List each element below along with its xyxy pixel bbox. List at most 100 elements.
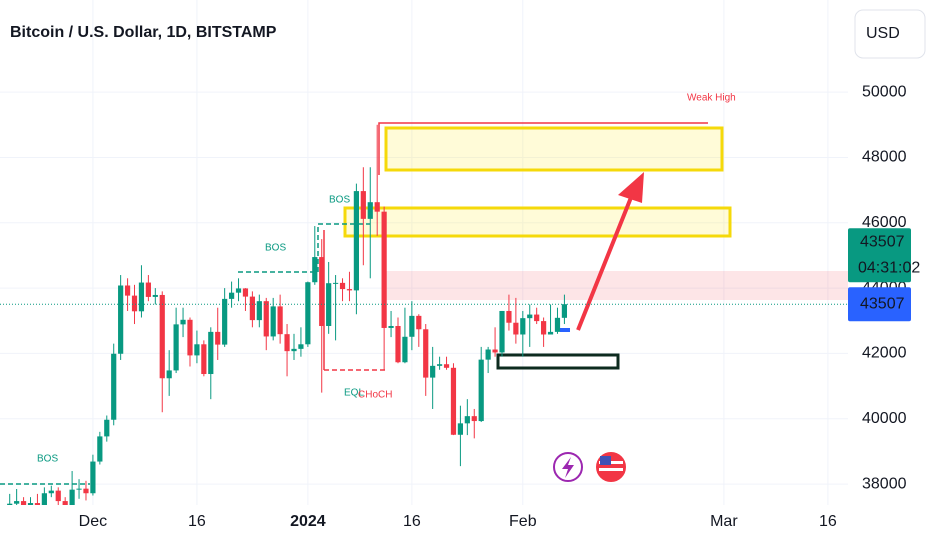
candle-body [554,317,561,332]
candle-body [222,298,228,345]
candle-body [166,370,172,379]
candle-body [152,294,158,297]
y-tick-label: 40000 [862,410,907,427]
candle-body [312,257,318,283]
candle-body [235,288,242,293]
candle-body [256,301,262,321]
candle-body [471,416,477,422]
candle-body [41,493,47,505]
candle-body [201,344,207,375]
candle-body [388,325,394,328]
candle-body [443,364,450,368]
candle-body [208,331,214,375]
bos-label: BOS [37,454,58,465]
order-block [343,206,732,238]
labels: 38000400004200044000460004800050000Dec16… [79,83,921,530]
currency-button[interactable] [854,9,926,59]
currency[interactable]: USD [866,25,900,42]
candle-body [7,503,13,505]
candle-body [270,306,276,337]
candle-body [485,349,491,360]
candle-body [381,211,387,328]
candle-body [249,296,255,321]
candles [0,124,848,532]
candle-body [124,285,131,296]
candle-body [242,288,249,297]
candle-body [111,353,117,420]
price-tag [848,228,911,283]
x-tick-label: Dec [79,513,107,530]
candle-body [457,423,464,435]
candle-body [173,324,179,371]
candle-body [561,304,568,318]
candle-body [118,285,124,354]
bos-line [317,223,370,272]
candle-body [430,365,436,378]
demand-box [496,353,620,370]
candle-body [90,461,96,494]
candle-body [180,319,186,325]
price-tag-value: 43507 [860,295,905,312]
candle-body [284,334,290,352]
weak-high-line [378,122,708,175]
candle-body [374,202,380,212]
candle-body [360,191,366,219]
candle-body [423,329,429,378]
candle-body [159,294,165,379]
supply-zone [384,271,848,300]
x-tick-label: Feb [509,513,537,530]
bos-label: BOS [265,243,286,254]
flag-canton [600,456,611,465]
candle-body [83,488,89,494]
event-icon-glyph [562,457,574,478]
candle-body [478,359,484,422]
candle-body [305,282,311,345]
candle-body [48,490,54,494]
candle-body [395,325,401,363]
candle-body [131,295,138,312]
candle-body [409,315,415,337]
price-tag-value: 43507 [860,233,905,250]
candle-body [187,319,193,356]
candle-body [437,364,443,366]
drawings [0,122,848,485]
candle-body [55,490,61,502]
candle-body [34,503,41,505]
flag-stripe [599,468,623,471]
candle-body [492,349,498,353]
candle-body [402,336,408,363]
candle-body [215,331,221,345]
candle-body [534,314,540,322]
x-tick-label: 2024 [290,513,326,530]
y-tick-label: 46000 [862,214,907,231]
x-tick-label: 16 [819,513,837,530]
order-block [384,126,724,172]
candle-body [263,301,269,337]
choch-label: CHoCH [358,390,392,401]
bos-label: BOS [329,195,350,206]
x-tick-label: Mar [710,513,738,530]
candle-body [27,503,34,505]
candle-body [450,367,457,435]
candle-body [326,283,332,326]
candle-body [104,419,110,437]
candle-body [513,322,519,335]
candle-body [332,282,339,284]
candle-body [0,530,5,532]
candle-body [277,306,283,335]
candle-body [97,436,103,462]
y-tick-label: 50000 [862,83,907,100]
candle-body [527,314,533,319]
x-tick-label: 16 [403,513,421,530]
candle-body [76,488,82,490]
candle-body [541,321,547,335]
candle-body [499,310,505,353]
grid [0,0,848,505]
candle-body [416,315,422,330]
countdown: 04:31:02 [858,259,920,276]
chart-title: Bitcoin / U.S. Dollar, 1D, BITSTAMP [10,24,277,41]
arrow [576,194,634,331]
eql-label: EQL [344,388,364,399]
candle-body [464,416,470,424]
